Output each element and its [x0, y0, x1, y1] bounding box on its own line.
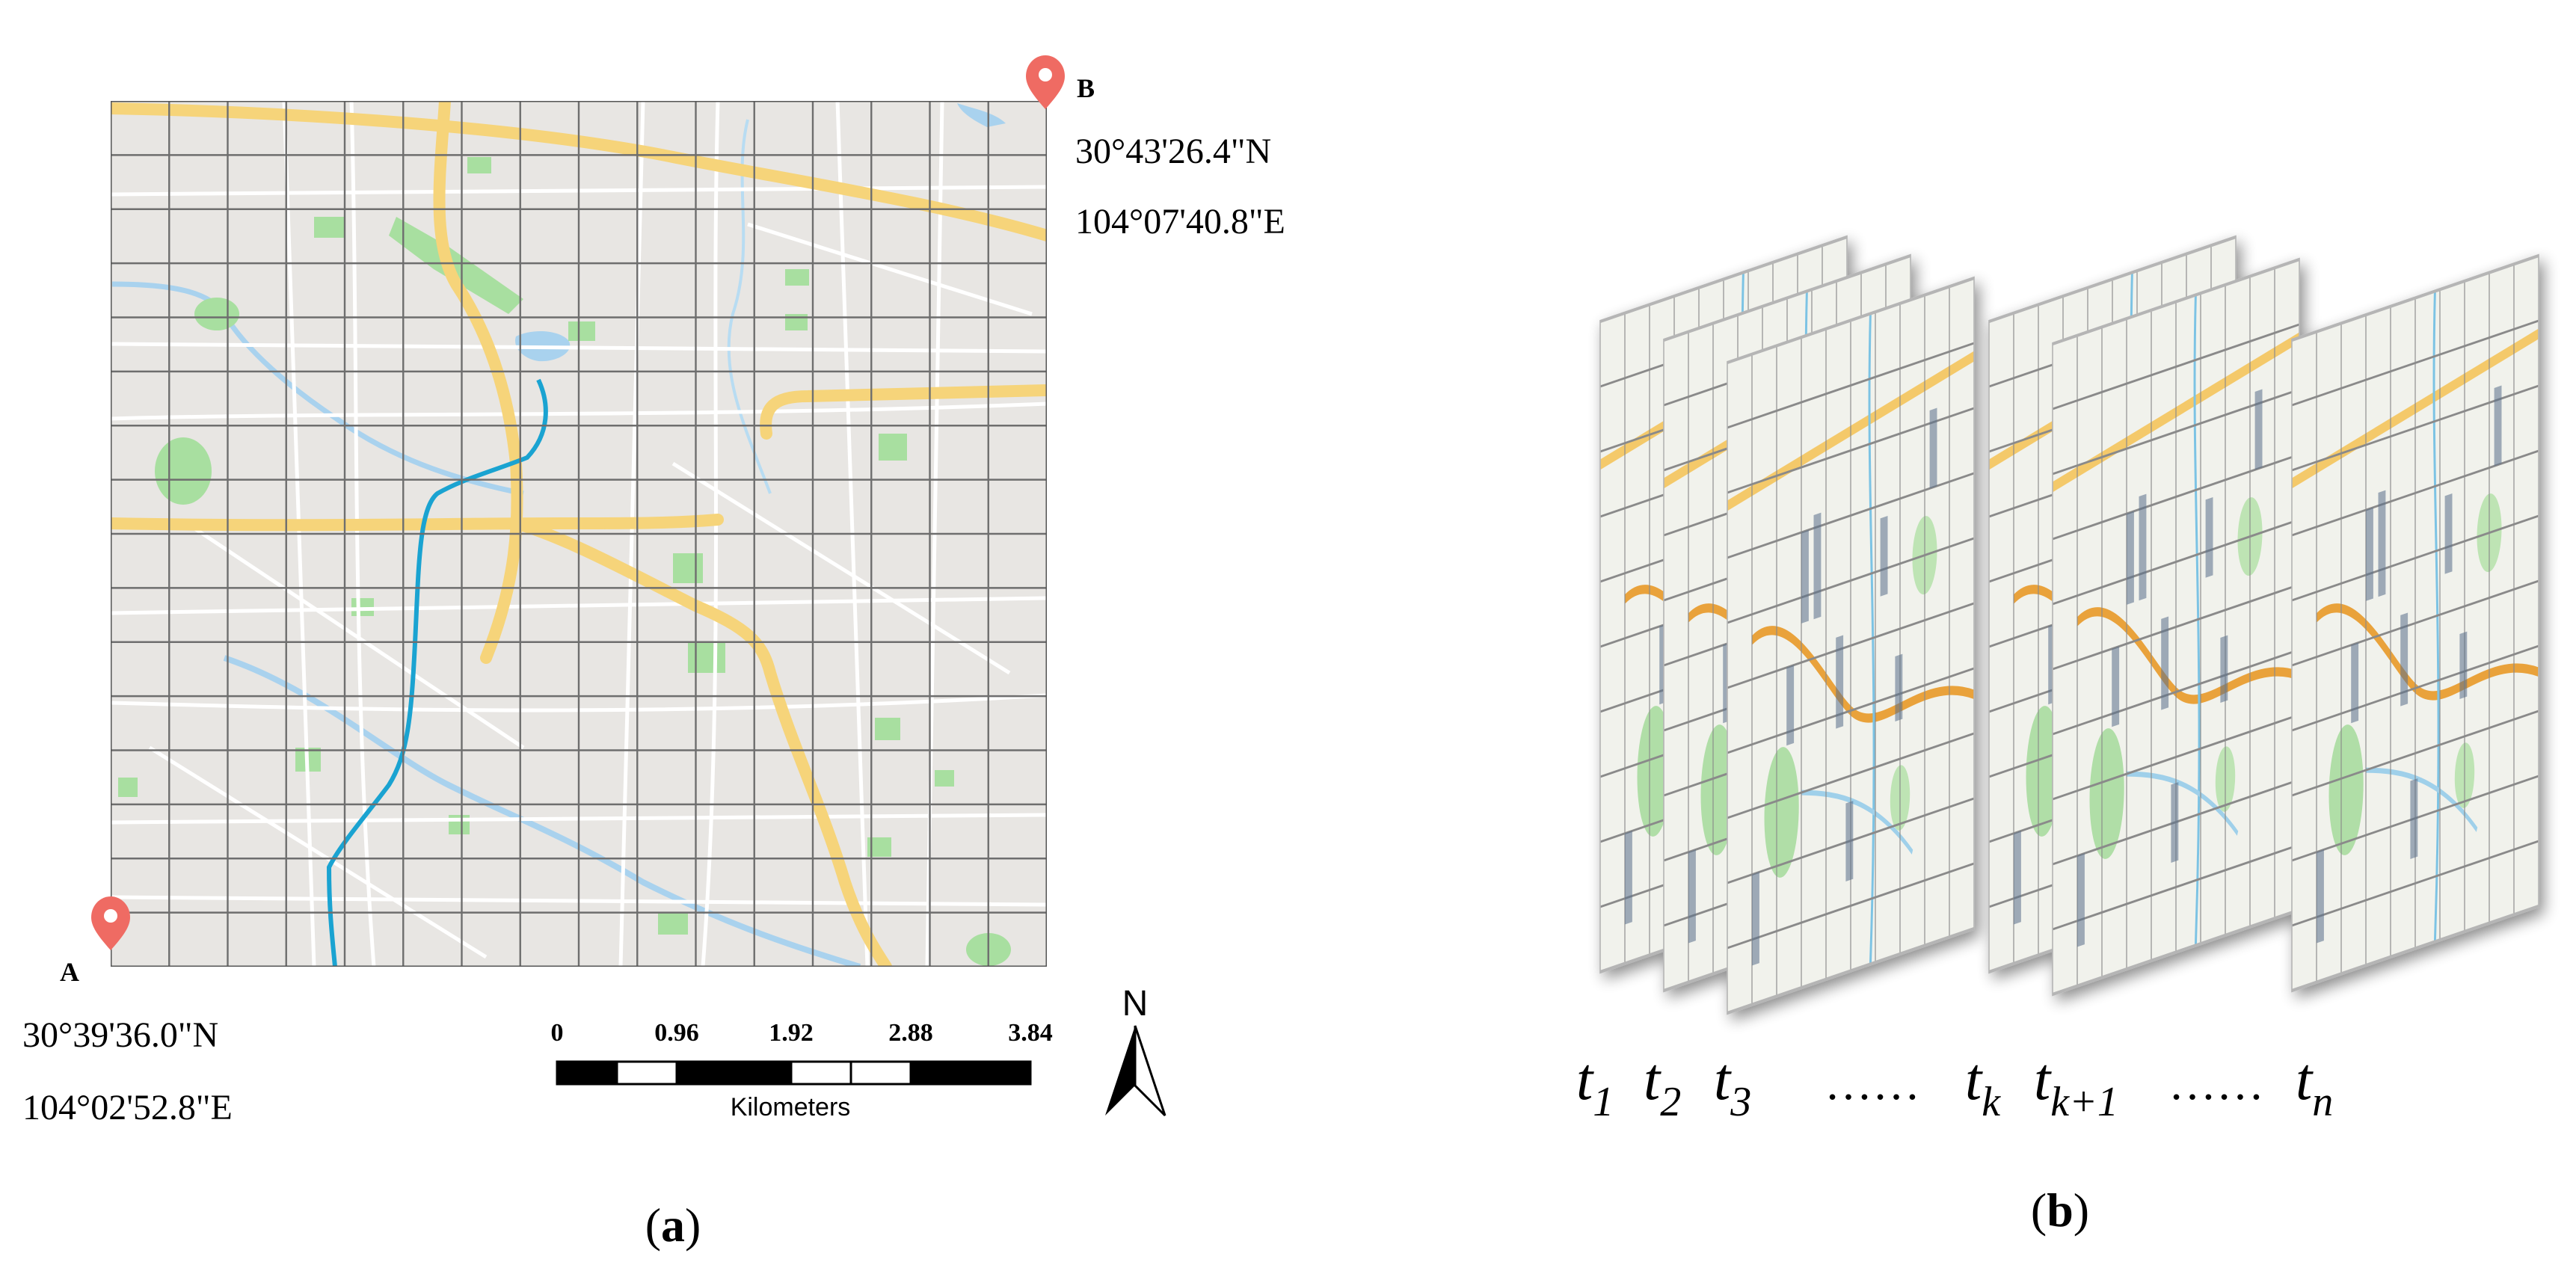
point-b-longitude: 104°07'40.8"E: [1075, 202, 1285, 241]
time-label: tk+1: [2034, 1047, 2118, 1125]
pin-a: [91, 896, 130, 950]
lake: [957, 103, 1006, 127]
north-arrow-label: N: [1122, 984, 1149, 1024]
scale-bar-segment: [969, 1060, 1032, 1086]
point-b-latitude: 30°43'26.4"N: [1075, 132, 1271, 171]
scale-bar-segment: [790, 1060, 852, 1086]
time-label: t2: [1644, 1047, 1681, 1125]
scale-bar-segment: [615, 1060, 678, 1086]
scale-bar-unit: Kilometers: [731, 1093, 851, 1121]
scale-bar-tick-label: 0: [551, 1019, 564, 1047]
scale-bar-tick-label: 0.96: [654, 1019, 699, 1047]
river: [111, 281, 524, 496]
base-map: [111, 101, 1047, 967]
map-frame-tn: [2292, 256, 2539, 991]
location-pin-icon: [91, 896, 130, 950]
scale-bar-segment: [909, 1060, 972, 1086]
scale-bar-segment: [675, 1060, 735, 1086]
panel-a: B 30°43'26.4"N 104°07'40.8"E A 30°39'36.…: [22, 55, 1285, 1252]
panel-b: t1 t2 t3 …… tk tk+1 …… tn (b): [1576, 237, 2539, 1237]
point-a-latitude: 30°39'36.0"N: [22, 1015, 218, 1055]
north-arrow-icon: [1105, 1026, 1135, 1115]
scale-bar-tick-label: 3.84: [1008, 1019, 1053, 1047]
time-ellipsis: ……: [1825, 1056, 1920, 1110]
time-label: tn: [2296, 1047, 2333, 1125]
scale-bar-segment: [733, 1060, 793, 1086]
frame-stack: [1600, 237, 2539, 1013]
point-a-longitude: 104°02'52.8"E: [22, 1088, 233, 1127]
grid-overlay: [111, 101, 1047, 967]
time-label: t3: [1714, 1047, 1751, 1125]
time-label: tk: [1965, 1047, 2001, 1125]
scale-bar-segment: [556, 1060, 618, 1086]
scale-bar: 0 0.96 1.92 2.88 3.84 Kilometers: [551, 1019, 1053, 1121]
river: [223, 655, 861, 967]
point-a-letter: A: [60, 957, 79, 987]
panel-b-label: (b): [2031, 1184, 2089, 1237]
north-arrow: N: [1105, 984, 1166, 1117]
north-arrow-icon: [1134, 1025, 1166, 1117]
time-ellipsis: ……: [2168, 1056, 2264, 1110]
time-label: t1: [1576, 1047, 1614, 1125]
map-frame-tk1: [2053, 259, 2299, 994]
time-axis-labels: t1 t2 t3 …… tk tk+1 …… tn: [1576, 1047, 2333, 1125]
scale-bar-segment: [849, 1060, 912, 1086]
map-frame-t3: [1727, 278, 1974, 1013]
scale-bar-tick-label: 2.88: [888, 1019, 933, 1047]
pin-b: [1026, 55, 1065, 109]
point-b-letter: B: [1077, 73, 1095, 103]
panel-a-label: (a): [645, 1198, 701, 1252]
scale-bar-segments: [556, 1060, 1032, 1086]
major-roads: [111, 101, 1047, 967]
scale-bar-tick-label: 1.92: [769, 1019, 814, 1047]
scale-bar-tick-labels: 0 0.96 1.92 2.88 3.84: [551, 1019, 1053, 1047]
river: [727, 119, 772, 494]
location-pin-icon: [1026, 55, 1065, 109]
